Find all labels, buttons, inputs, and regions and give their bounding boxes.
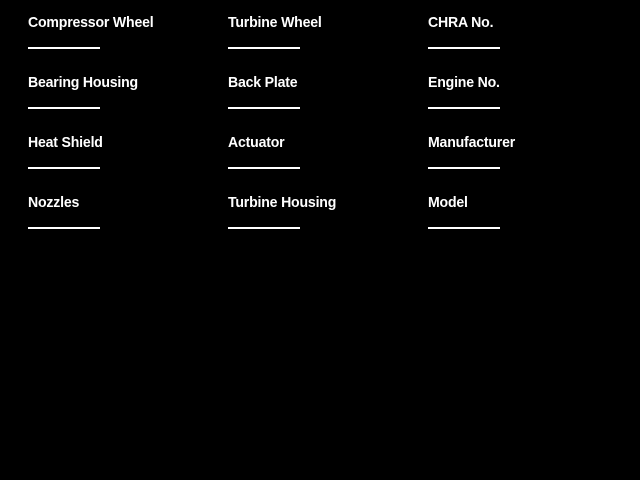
field-bearing-housing[interactable]: Bearing Housing [28,74,212,134]
field-underline[interactable] [228,227,300,229]
field-turbine-wheel[interactable]: Turbine Wheel [228,14,412,74]
field-label: Turbine Housing [228,194,337,211]
field-label: Bearing Housing [28,74,138,91]
field-label: Model [428,194,468,211]
field-label: Nozzles [28,194,80,211]
field-label: Turbine Wheel [228,14,322,31]
field-engine-no[interactable]: Engine No. [428,74,612,134]
field-underline[interactable] [228,167,300,169]
field-underline[interactable] [228,107,300,109]
field-turbine-housing[interactable]: Turbine Housing [228,194,412,254]
field-label: Compressor Wheel [28,14,154,31]
field-actuator[interactable]: Actuator [228,134,412,194]
field-underline[interactable] [228,47,300,49]
field-underline[interactable] [28,47,100,49]
field-label: Actuator [228,134,285,151]
field-underline[interactable] [428,167,500,169]
field-label: Heat Shield [28,134,103,151]
field-underline[interactable] [28,167,100,169]
field-label: Back Plate [228,74,298,91]
field-label: Engine No. [428,74,500,91]
field-label: Manufacturer [428,134,516,151]
field-grid: Compressor Wheel Turbine Wheel CHRA No. … [28,14,612,254]
field-underline[interactable] [428,227,500,229]
field-label: CHRA No. [428,14,494,31]
empty-lower-area [0,240,640,480]
field-compressor-wheel[interactable]: Compressor Wheel [28,14,212,74]
field-back-plate[interactable]: Back Plate [228,74,412,134]
field-heat-shield[interactable]: Heat Shield [28,134,212,194]
field-underline[interactable] [428,47,500,49]
field-manufacturer[interactable]: Manufacturer [428,134,612,194]
field-underline[interactable] [28,227,100,229]
field-nozzles[interactable]: Nozzles [28,194,212,254]
field-underline[interactable] [428,107,500,109]
field-underline[interactable] [28,107,100,109]
field-chra-no[interactable]: CHRA No. [428,14,612,74]
field-model[interactable]: Model [428,194,612,254]
